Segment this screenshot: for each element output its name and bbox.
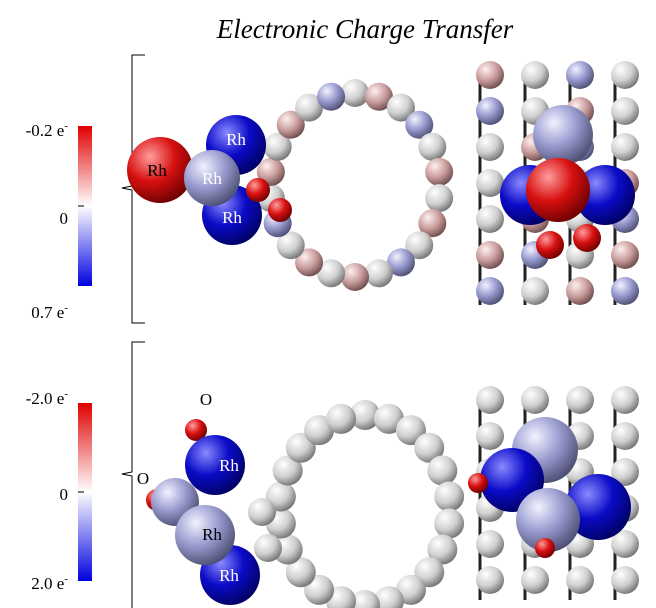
atom (418, 133, 446, 161)
atom (476, 205, 504, 233)
atom (536, 231, 564, 259)
atom (254, 534, 282, 562)
atom (341, 263, 369, 291)
colorbar-label: 0.7 e- (31, 302, 68, 322)
atom (341, 79, 369, 107)
atom-label: Rh (147, 161, 167, 180)
atom (526, 158, 590, 222)
label-text: -2.0 e (26, 389, 65, 408)
atom (611, 61, 639, 89)
label-text: -0.2 e (26, 121, 65, 140)
atom (566, 566, 594, 594)
atom (611, 277, 639, 305)
colorbar-label: 2.0 e- (31, 573, 68, 593)
atom-label: O (200, 390, 212, 409)
atom (434, 509, 464, 539)
atom-label: Rh (226, 130, 246, 149)
atom (476, 97, 504, 125)
atom (611, 386, 639, 414)
label-sup: - (64, 388, 68, 400)
atom (611, 133, 639, 161)
atom-label: Rh (202, 525, 222, 544)
atom-label: Rh (219, 456, 239, 475)
atom (535, 538, 555, 558)
atom (533, 105, 593, 165)
atom (611, 566, 639, 594)
atom (566, 386, 594, 414)
atom (566, 277, 594, 305)
atom (248, 498, 276, 526)
atom (611, 422, 639, 450)
colorbar-label: 0 (60, 485, 69, 504)
atom (521, 386, 549, 414)
atom (521, 277, 549, 305)
atom (476, 277, 504, 305)
colorbar-label: -2.0 e- (26, 388, 69, 408)
atom (246, 178, 270, 202)
atom (476, 169, 504, 197)
panel-2: -2.0 e- 0 2.0 e- (26, 342, 145, 608)
label-text: 2.0 e (31, 574, 64, 593)
atom-label: O (137, 469, 149, 488)
atom (365, 259, 393, 287)
atom (326, 404, 356, 434)
atom (476, 386, 504, 414)
colorbar-label: -0.2 e- (26, 120, 69, 140)
atom (427, 456, 457, 486)
atom (268, 198, 292, 222)
atom (425, 184, 453, 212)
label-sup: - (64, 120, 68, 132)
figure: Electronic Charge Transfer -0.2 e- 0 0.7… (0, 0, 656, 608)
atom-label: Rh (202, 169, 222, 188)
label-text: 0.7 e (31, 303, 64, 322)
atom (476, 61, 504, 89)
atom-label: Rh (219, 566, 239, 585)
colorbar-label: 0 (60, 209, 69, 228)
atom (521, 61, 549, 89)
panel-1: -0.2 e- 0 0.7 e- (26, 55, 145, 323)
atom (425, 158, 453, 186)
atom (611, 97, 639, 125)
atom-label: Rh (222, 208, 242, 227)
atom (476, 241, 504, 269)
atom (476, 422, 504, 450)
atom (573, 224, 601, 252)
atom (468, 473, 488, 493)
atom (611, 241, 639, 269)
atom (521, 566, 549, 594)
atom (476, 566, 504, 594)
atom (566, 61, 594, 89)
atom (434, 481, 464, 511)
atom (476, 530, 504, 558)
atom (317, 83, 345, 111)
label-sup: - (64, 573, 68, 585)
atom (476, 133, 504, 161)
label-sup: - (64, 302, 68, 314)
title: Electronic Charge Transfer (216, 14, 514, 44)
